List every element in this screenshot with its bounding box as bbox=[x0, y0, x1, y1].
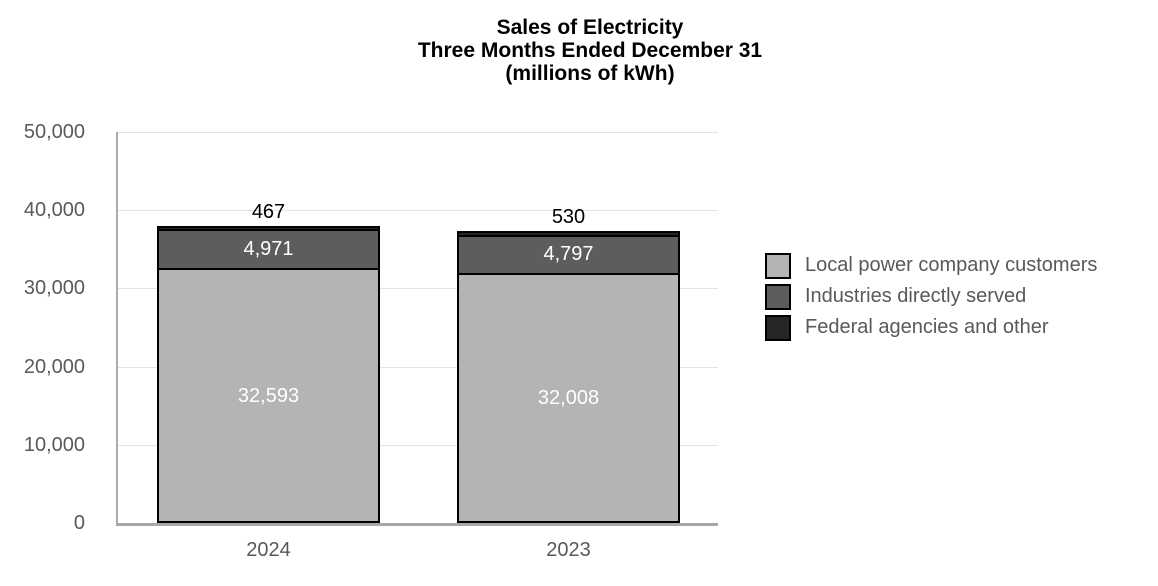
x-axis-tick-label: 2024 bbox=[246, 539, 291, 561]
gridline-30,000 bbox=[118, 288, 718, 290]
y-axis-tick-label: 30,000 bbox=[23, 277, 85, 300]
y-axis-tick-label: 10,000 bbox=[23, 433, 85, 456]
legend-swatch-icon bbox=[765, 252, 791, 279]
bar-value-label: 467 bbox=[251, 200, 286, 223]
gridline-10,000 bbox=[118, 444, 718, 446]
legend-item-1: Industries directly served bbox=[765, 283, 1097, 310]
y-axis-tick-label: 20,000 bbox=[23, 355, 85, 378]
y-axis-tick-label: 50,000 bbox=[23, 121, 85, 143]
legend-item-0: Local power company customers bbox=[765, 252, 1097, 279]
x-axis-tick-label: 2023 bbox=[546, 539, 591, 561]
bar-segment-2024-2 bbox=[157, 225, 380, 232]
chart-title-line-2: Three Months Ended December 31 bbox=[417, 39, 763, 62]
bar-segment-2023-0 bbox=[457, 272, 680, 523]
legend-swatch-icon bbox=[765, 314, 791, 341]
bar-segment-2024-0 bbox=[157, 268, 380, 523]
legend-label: Industries directly served bbox=[805, 285, 1027, 307]
gridline-20,000 bbox=[118, 366, 718, 368]
legend-item-2: Federal agencies and other bbox=[765, 314, 1097, 341]
y-axis-tick-label: 0 bbox=[73, 512, 85, 534]
y-axis-tick-label: 40,000 bbox=[23, 199, 85, 222]
bar-value-label: 4,971 bbox=[243, 237, 294, 260]
bar-value-label: 4,797 bbox=[543, 242, 594, 265]
bar-value-label: 32,008 bbox=[537, 386, 600, 409]
bar-value-label: 530 bbox=[551, 206, 586, 229]
plot-area: 32,593 4,971 467 32,008 4,797 530 bbox=[116, 132, 718, 526]
chart-title: Sales of Electricity Three Months Ended … bbox=[0, 16, 1158, 85]
gridline-50,000 bbox=[118, 132, 718, 133]
bar-segment-2023-2 bbox=[457, 231, 680, 238]
chart-title-line-1: Sales of Electricity bbox=[496, 16, 684, 39]
legend: Local power company customers Industries … bbox=[765, 252, 1097, 345]
legend-swatch-icon bbox=[765, 283, 791, 310]
gridline-40,000 bbox=[118, 210, 718, 212]
legend-label: Local power company customers bbox=[805, 254, 1098, 276]
legend-label: Federal agencies and other bbox=[805, 316, 1049, 338]
bar-value-label: 32,593 bbox=[237, 384, 300, 407]
chart-title-line-3: (millions of kWh) bbox=[505, 62, 675, 85]
